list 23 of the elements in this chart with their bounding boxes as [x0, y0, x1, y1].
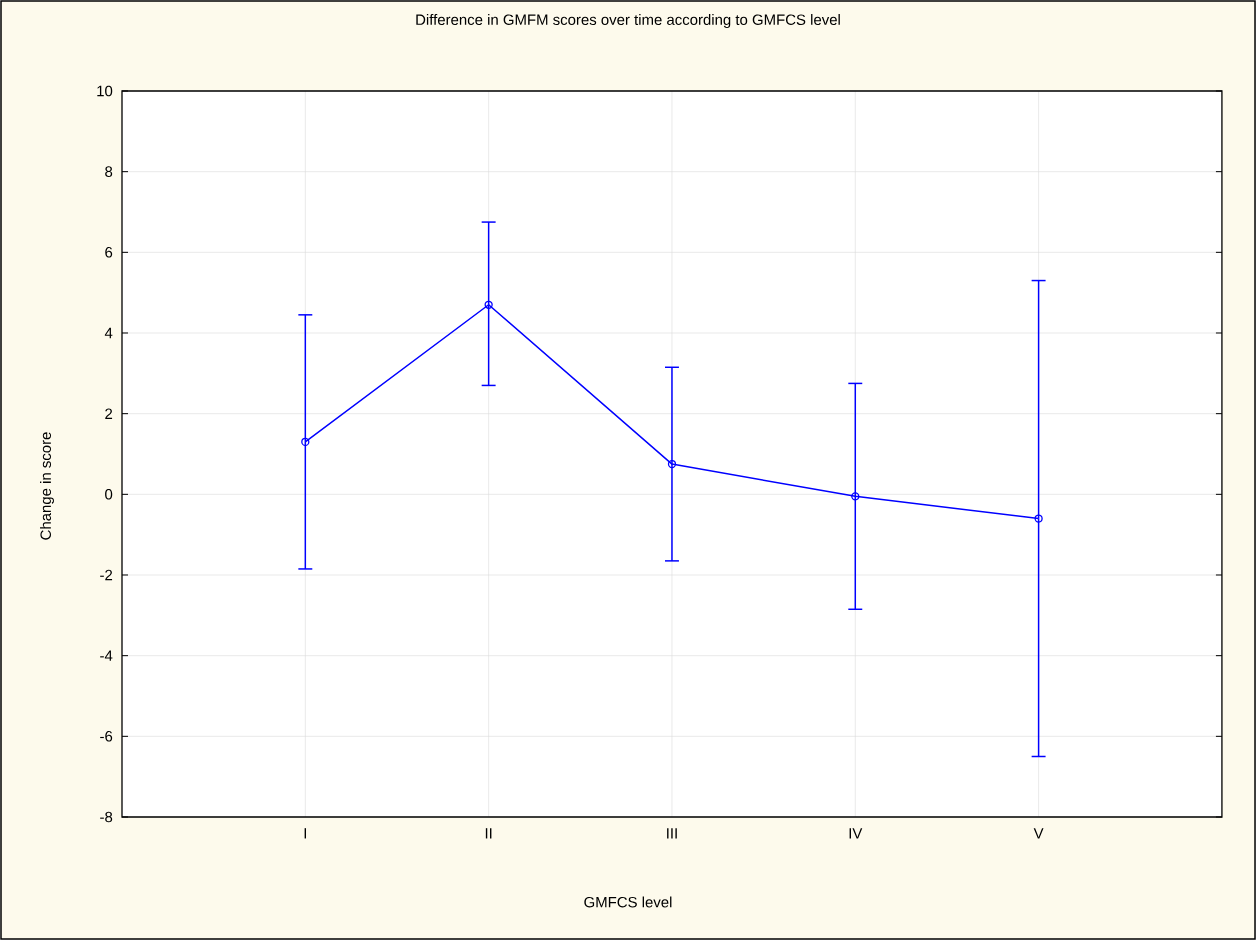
y-tick-label: -8 — [100, 811, 113, 823]
y-tick-label: 4 — [104, 327, 113, 339]
point — [484, 300, 493, 309]
x-tick-label: III — [667, 828, 677, 839]
y-tick-label: 0 — [105, 489, 113, 500]
x-axis-title: GMFCS level — [584, 896, 672, 908]
chart-title: Difference in GMFM scores over time according to GMFCS level — [416, 14, 840, 28]
x-tick-label: I — [304, 828, 307, 839]
y-tick-label: 10 — [97, 85, 113, 97]
point — [301, 437, 310, 447]
x-tick-label: II — [485, 828, 492, 839]
y-tick-label: -6 — [100, 731, 113, 742]
y-tick-label: 2 — [105, 408, 113, 419]
x-tick-label: IV — [849, 828, 863, 839]
point — [667, 459, 677, 469]
y-tick-label: 8 — [105, 166, 113, 177]
y-tick-label: -4 — [100, 650, 113, 661]
y-axis-title: Change in score — [40, 432, 54, 540]
y-tick-label: 6 — [105, 247, 113, 258]
y-tick-label: -2 — [100, 569, 113, 581]
x-tick-label: V — [1033, 828, 1044, 839]
point — [1034, 514, 1043, 523]
point — [851, 492, 860, 501]
